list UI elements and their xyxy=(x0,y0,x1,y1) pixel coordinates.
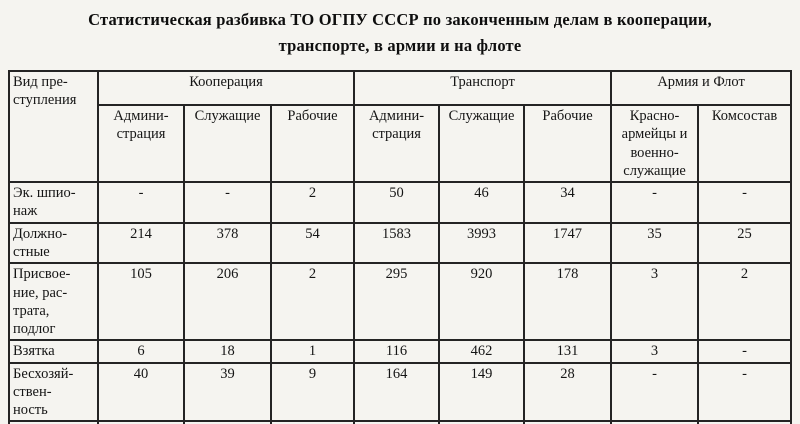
data-cell: 39 xyxy=(183,361,272,423)
data-cell: - xyxy=(97,181,185,224)
data-cell: 1747 xyxy=(523,221,613,265)
data-cell: 27 xyxy=(697,420,793,424)
corner-header-crime-type: Вид пре- ступления xyxy=(8,70,99,184)
data-cell: 206 xyxy=(183,262,272,342)
sub-header-coop-administration: Админи- страция xyxy=(97,104,185,184)
table-row-espionage: Эк. шпио- наж - - 2 50 46 34 - - xyxy=(8,181,793,224)
sub-header-coop-workers: Рабочие xyxy=(269,104,356,184)
row-label: ВСЕГО xyxy=(8,420,99,424)
data-cell: 3 xyxy=(610,262,700,342)
sub-header-coop-employees: Служащие xyxy=(183,104,272,184)
data-cell: 365 xyxy=(97,420,185,424)
data-cell: 46 xyxy=(438,181,526,224)
data-cell: 920 xyxy=(438,262,526,342)
data-cell: 50 xyxy=(353,181,441,224)
data-cell: 2 xyxy=(269,262,356,342)
document-title-line-2: транспорте, в армии и на флоте xyxy=(278,35,522,55)
data-cell: 3 xyxy=(610,339,700,364)
row-label: Эк. шпио- наж xyxy=(8,181,99,224)
row-label: Должно- стные xyxy=(8,221,99,265)
data-cell: 54 xyxy=(269,221,356,265)
data-cell: 214 xyxy=(97,221,185,265)
row-label: Взятка xyxy=(8,339,99,364)
data-cell: 9 xyxy=(269,361,356,423)
document-title: Статистическая разбивка ТО ОГПУ СССР по … xyxy=(0,0,800,58)
data-cell: 28 xyxy=(523,361,613,423)
row-label: Бесхозяй- ствен- ность xyxy=(8,361,99,423)
data-cell: 295 xyxy=(353,262,441,342)
sub-header-transport-workers: Рабочие xyxy=(523,104,613,184)
data-cell: 2 xyxy=(697,262,793,342)
data-cell: 149 xyxy=(438,361,526,423)
data-cell: 164 xyxy=(353,361,441,423)
data-cell: 1583 xyxy=(353,221,441,265)
data-cell: 3993 xyxy=(438,221,526,265)
group-header-army-fleet: Армия и Флот xyxy=(610,70,793,107)
sub-header-row: Админи- страция Служащие Рабочие Админи-… xyxy=(9,104,793,184)
sub-header-transport-administration: Админи- страция xyxy=(353,104,441,184)
group-header-transport: Транспорт xyxy=(353,70,613,107)
data-cell: - xyxy=(610,361,700,423)
row-label: Присвое- ние, рас- трата, подлог xyxy=(8,262,99,342)
data-cell: - xyxy=(697,181,793,224)
group-header-cooperation: Кооперация xyxy=(96,70,356,107)
data-cell: 41 xyxy=(610,420,700,424)
data-cell: 462 xyxy=(438,339,526,364)
table-row-embezzlement: Присвое- ние, рас- трата, подлог 105 206… xyxy=(8,262,793,342)
data-cell: 2 xyxy=(269,181,356,224)
data-cell: - xyxy=(183,181,272,224)
data-cell: 105 xyxy=(97,262,185,342)
data-cell: 131 xyxy=(523,339,613,364)
group-header-row: Вид пре- ступления Кооперация Транспорт … xyxy=(8,70,793,184)
table-row-total: ВСЕГО 365 641 68 2208 5570 2118 41 27 xyxy=(8,420,793,424)
data-cell: - xyxy=(697,339,793,364)
data-cell: 35 xyxy=(610,221,700,265)
data-cell: 2118 xyxy=(523,420,613,424)
data-cell: 18 xyxy=(183,339,272,364)
sub-header-transport-employees: Служащие xyxy=(438,104,526,184)
data-cell: 34 xyxy=(523,181,613,224)
data-cell: 6 xyxy=(97,339,185,364)
document-title-line-1: Статистическая разбивка ТО ОГПУ СССР по … xyxy=(88,10,712,29)
data-cell: 68 xyxy=(269,420,356,424)
data-cell: 178 xyxy=(523,262,613,342)
data-cell: - xyxy=(697,361,793,423)
data-cell: 25 xyxy=(697,221,793,265)
data-cell: 1 xyxy=(269,339,356,364)
sub-header-command-staff: Комсостав xyxy=(697,104,793,184)
data-cell: 5570 xyxy=(438,420,526,424)
sub-header-red-army-servicemen: Красно- армейцы и военно- служащие xyxy=(610,104,700,184)
data-cell: - xyxy=(610,181,700,224)
data-cell: 2208 xyxy=(353,420,441,424)
statistics-table: Вид пре- ступления Кооперация Транспорт … xyxy=(8,70,793,424)
data-cell: 116 xyxy=(353,339,441,364)
table-row-bribe: Взятка 6 18 1 116 462 131 3 - xyxy=(8,339,793,364)
data-cell: 641 xyxy=(183,420,272,424)
data-cell: 378 xyxy=(183,221,272,265)
data-cell: 40 xyxy=(97,361,185,423)
table-row-mismanagement: Бесхозяй- ствен- ность 40 39 9 164 149 2… xyxy=(8,361,793,423)
table-row-officials: Должно- стные 214 378 54 1583 3993 1747 … xyxy=(8,221,793,265)
